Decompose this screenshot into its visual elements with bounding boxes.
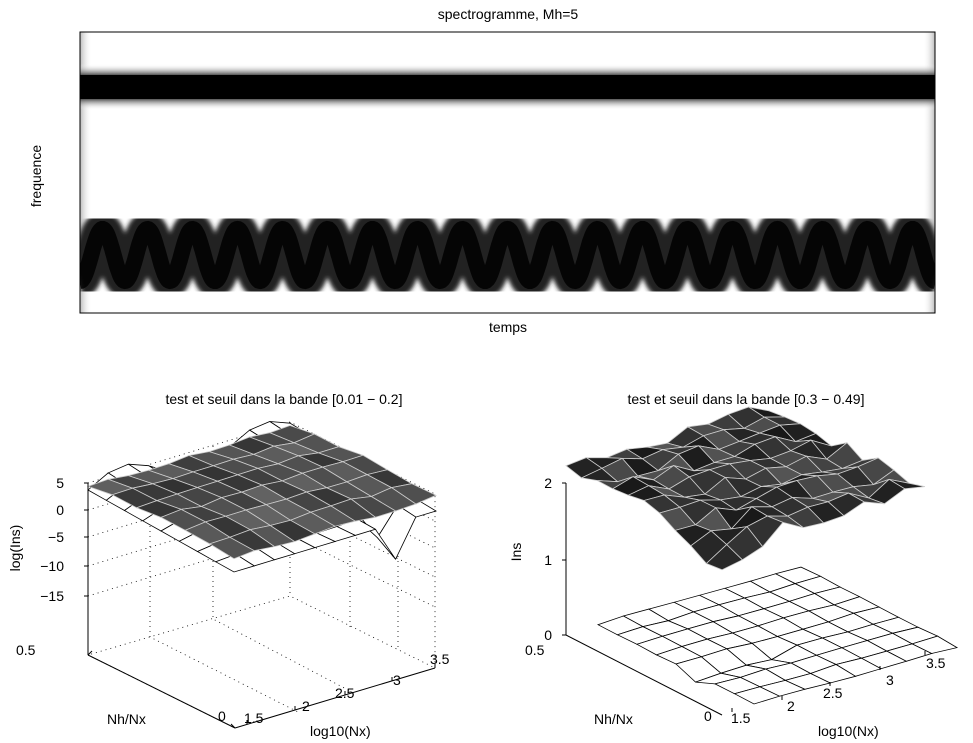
- right-wireframe-cell: [733, 686, 781, 705]
- right-ylabel: Nh/Nx: [594, 711, 633, 727]
- right-zlabel: Ins: [508, 543, 524, 562]
- right-xtick-2: 2: [787, 698, 795, 714]
- left-surface-panel: test et seuil dans la bande [0.01 − 0.2]: [7, 391, 450, 739]
- left-ztick-5: 5: [56, 475, 64, 491]
- right-ztick-2: 2: [544, 475, 552, 491]
- spectrogram-axes-box: [79, 31, 936, 314]
- right-ztick-0: 0: [544, 627, 552, 643]
- left-surface-title: test et seuil dans la bande [0.01 − 0.2]: [165, 391, 402, 407]
- left-xtick-3.5: 3.5: [430, 651, 450, 667]
- left-ytick-0: 0: [218, 708, 226, 724]
- spectrogram-panel: spectrogramme, Mh=5 temps frequence: [28, 6, 936, 335]
- left-ytick-0.5: 0.5: [16, 642, 36, 658]
- left-ztick-m10: −10: [40, 558, 64, 574]
- left-xtick-2: 2: [302, 698, 310, 714]
- spectrogram-ylabel: frequence: [28, 145, 44, 207]
- spectrogram-title: spectrogramme, Mh=5: [438, 6, 579, 22]
- right-xtick-2.5: 2.5: [823, 685, 843, 701]
- right-surfaces: [565, 406, 959, 705]
- left-xlabel: log10(Nx): [310, 723, 371, 739]
- spectrogram-image: [80, 32, 935, 313]
- right-axes: [562, 482, 926, 716]
- right-ztick-1: 1: [544, 552, 552, 568]
- left-ztick-m5: −5: [48, 529, 64, 545]
- spectrogram-xlabel: temps: [489, 319, 527, 335]
- right-xtick-3: 3: [886, 672, 894, 688]
- right-xtick-3.5: 3.5: [926, 655, 946, 671]
- right-ytick-0.5: 0.5: [525, 642, 545, 658]
- left-ylabel: Nh/Nx: [107, 711, 146, 727]
- left-wireframe-cell: [214, 553, 256, 573]
- right-xtick-1.5: 1.5: [731, 710, 751, 726]
- left-ztick-0: 0: [56, 502, 64, 518]
- left-surfaces: [86, 421, 437, 573]
- left-zlabel: log(Ins): [7, 525, 23, 572]
- left-ztick-m15: −15: [40, 588, 64, 604]
- left-xtick-1.5: 1.5: [244, 710, 264, 726]
- right-surface-panel: test et seuil dans la bande [0.3 − 0.49]…: [508, 391, 959, 739]
- left-threshold-cell: [208, 536, 256, 560]
- right-threshold-cell: [705, 544, 743, 571]
- left-xtick-3: 3: [393, 672, 401, 688]
- right-surface-title: test et seuil dans la bande [0.3 − 0.49]: [627, 391, 864, 407]
- right-ytick-0: 0: [704, 708, 712, 724]
- left-axes: [84, 482, 436, 729]
- left-xtick-2.5: 2.5: [335, 685, 355, 701]
- right-xlabel: log10(Nx): [818, 723, 879, 739]
